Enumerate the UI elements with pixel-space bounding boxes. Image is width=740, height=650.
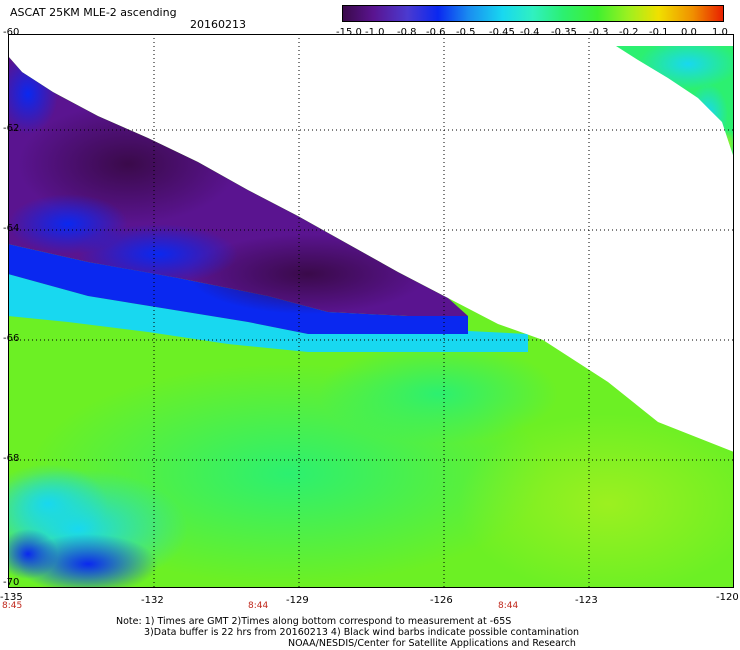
swath-corner	[616, 46, 734, 158]
colorbar-label-2: -0.8	[397, 27, 417, 38]
lat-tick-label: -64	[3, 223, 20, 234]
swath-map	[8, 34, 734, 588]
time-label: 8:45	[2, 601, 23, 611]
colorbar-label-1: -1.0	[365, 27, 385, 38]
time-label: 8:44	[498, 601, 519, 611]
plot-frame	[8, 34, 734, 588]
note-line-1: Note: 1) Times are GMT 2)Times along bot…	[116, 616, 512, 627]
time-label: 8:44	[248, 601, 269, 611]
note-line-3: NOAA/NESDIS/Center for Satellite Applica…	[288, 638, 576, 649]
lat-tick-label: -70	[3, 577, 20, 588]
lon-tick-label: -132	[141, 595, 164, 606]
lon-tick-label: -129	[286, 595, 309, 606]
colorbar-label-4: -0.5	[456, 27, 476, 38]
colorbar-label-7: -0.35	[551, 27, 577, 38]
lon-tick-label: -123	[575, 595, 598, 606]
colorbar	[342, 5, 724, 22]
lon-tick-label: -120	[716, 592, 739, 603]
colorbar-label-9: -0.2	[619, 27, 639, 38]
colorbar-label-8: -0.3	[589, 27, 609, 38]
lat-tick-label: -68	[3, 453, 20, 464]
colorbar-label-10: -0.1	[649, 27, 669, 38]
map-date: 20160213	[190, 18, 246, 31]
swath-field	[8, 34, 734, 588]
note-line-2: 3)Data buffer is 22 hrs from 20160213 4)…	[144, 627, 580, 638]
lon-tick-label: -135	[0, 592, 23, 603]
colorbar-label-0: -15.0	[336, 27, 362, 38]
lon-tick-label: -126	[430, 595, 453, 606]
map-title: ASCAT 25KM MLE-2 ascending	[10, 6, 177, 19]
graticule	[8, 34, 734, 588]
lat-tick-label: -66	[3, 333, 20, 344]
colorbar-label-6: -0.4	[520, 27, 540, 38]
lat-tick-label: -62	[3, 123, 20, 134]
colorbar-label-12: 1.0	[712, 27, 728, 38]
colorbar-label-3: -0.6	[426, 27, 446, 38]
lat-tick-label: -60	[3, 27, 20, 38]
colorbar-label-11: 0.0	[681, 27, 697, 38]
colorbar-label-5: -0.45	[489, 27, 515, 38]
